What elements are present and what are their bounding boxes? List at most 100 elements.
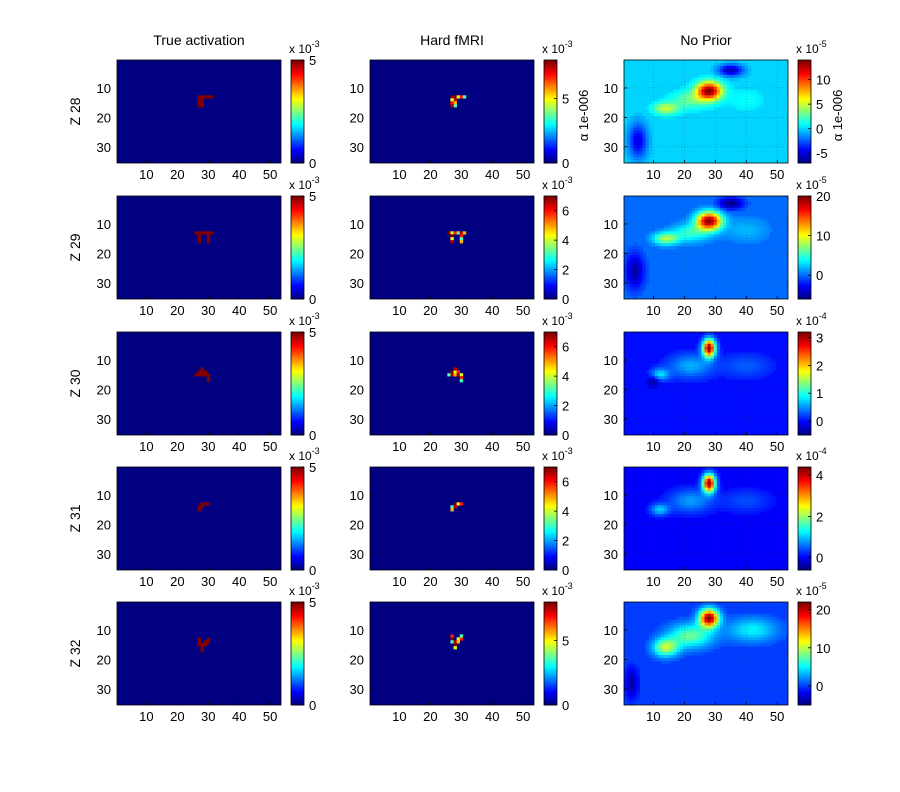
heatmap-cell <box>704 634 708 638</box>
colorbar-segment <box>798 357 811 360</box>
heatmap-cell <box>757 219 761 223</box>
heatmap-cell <box>661 643 665 647</box>
x-tick-label: 10 <box>646 167 660 182</box>
colorbar-segment <box>291 90 304 93</box>
heatmap-cell <box>750 104 755 108</box>
heatmap-cell <box>723 104 727 108</box>
heatmap-cell <box>648 127 653 132</box>
colorbar-segment <box>544 111 557 114</box>
heatmap-cell <box>661 631 665 635</box>
colorbar-segment <box>798 132 811 135</box>
heatmap-cell <box>719 502 724 506</box>
heatmap-cell <box>750 364 755 368</box>
heatmap-cell <box>704 343 708 348</box>
x-tick-label: 10 <box>139 574 153 589</box>
heatmap-cell <box>642 266 647 270</box>
heatmap-cell <box>710 98 715 102</box>
colorbar-segment <box>544 268 557 271</box>
colorbar-segment <box>291 698 304 701</box>
y-tick-label: 20 <box>97 382 111 397</box>
colorbar-segment <box>291 483 304 486</box>
heatmap-cell <box>766 637 770 641</box>
colorbar-tick-label: 6 <box>562 475 569 490</box>
colorbar-segment <box>544 399 557 402</box>
heatmap-cell <box>732 490 736 494</box>
colorbar-segment <box>291 69 304 72</box>
heatmap-cell <box>639 127 643 132</box>
heatmap-cell <box>676 243 681 247</box>
heatmap-cell <box>750 373 755 377</box>
heatmap-cell <box>627 690 631 694</box>
colorbar-tick-label: 20 <box>816 189 830 204</box>
colorbar-segment <box>798 495 811 498</box>
heatmap-cell <box>735 231 739 235</box>
colorbar-segment <box>544 103 557 106</box>
colorbar-exponent: x 10-3 <box>542 311 573 328</box>
heatmap-cell <box>710 361 715 365</box>
heatmap-cell <box>707 616 712 621</box>
heatmap-cell <box>763 622 767 626</box>
heatmap-cell <box>627 272 631 276</box>
heatmap-cell <box>716 71 721 76</box>
heatmap-cell <box>723 499 727 503</box>
heatmap-cell <box>735 98 739 102</box>
heatmap-cell <box>735 65 739 70</box>
colorbar-segment <box>291 504 304 507</box>
heatmap-cell <box>695 95 699 99</box>
heatmap-cell <box>757 493 761 497</box>
colorbar-tick-label: 5 <box>309 53 316 68</box>
y-tick-label: 10 <box>97 217 111 232</box>
heatmap-cell <box>772 499 777 503</box>
heatmap-cell <box>707 334 712 339</box>
heatmap-cell <box>735 487 739 491</box>
heatmap-cell <box>679 631 684 635</box>
heatmap-cell <box>685 367 690 371</box>
colorbar-segment <box>798 661 811 664</box>
heatmap-cell <box>707 207 712 212</box>
colorbar-segment <box>798 210 811 213</box>
heatmap-cell <box>735 370 739 374</box>
colorbar-segment <box>544 92 557 95</box>
colorbar-segment <box>544 279 557 282</box>
colorbar-segment <box>544 249 557 252</box>
colorbar-segment <box>291 255 304 258</box>
colorbar-segment <box>544 650 557 653</box>
heatmap-cell <box>760 628 764 632</box>
heatmap-cell <box>710 104 715 108</box>
heatmap-cell <box>757 508 761 512</box>
heatmap-cell <box>633 112 637 117</box>
colorbar-segment <box>291 407 304 410</box>
colorbar-tick-label: 20 <box>816 603 830 618</box>
heatmap-cell <box>654 643 659 647</box>
heatmap-cell <box>707 637 712 641</box>
heatmap-cell <box>716 367 721 371</box>
colorbar-segment <box>544 626 557 629</box>
heatmap-cell <box>704 210 708 215</box>
heatmap-cell <box>679 487 684 491</box>
colorbar-segment <box>798 294 811 297</box>
heatmap-cell <box>726 622 730 626</box>
colorbar-segment <box>544 380 557 383</box>
colorbar-segment <box>798 114 811 117</box>
colorbar-tick-label: 5 <box>562 92 569 107</box>
heatmap-cell <box>679 649 684 653</box>
heatmap-cell <box>710 237 715 241</box>
heatmap-cell <box>726 364 730 368</box>
heatmap-cell <box>716 607 721 612</box>
colorbar-segment <box>291 278 304 281</box>
colorbar-segment <box>544 134 557 137</box>
heatmap-cell <box>636 257 640 262</box>
heatmap-cell <box>760 505 764 509</box>
heatmap-cell <box>760 490 764 494</box>
heatmap-cell <box>661 652 665 656</box>
heatmap-cell <box>664 98 668 102</box>
y-tick-label: 30 <box>350 547 364 562</box>
colorbar-segment <box>291 335 304 338</box>
heatmap-cell <box>651 631 656 635</box>
heatmap-cell <box>654 237 659 241</box>
colorbar-segment <box>291 410 304 413</box>
heatmap-cell <box>716 364 721 368</box>
heatmap-cell <box>704 496 708 500</box>
colorbar-segment <box>291 481 304 484</box>
heatmap-cell <box>642 269 647 273</box>
